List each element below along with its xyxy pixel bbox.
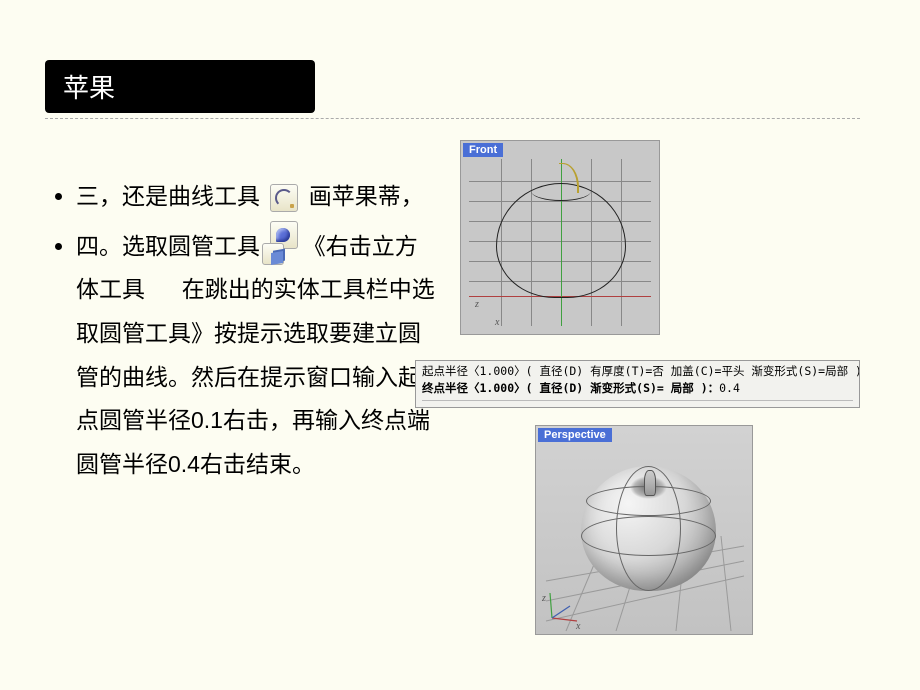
viewport-label-front: Front <box>463 143 503 157</box>
bullet-dot <box>55 193 62 200</box>
bullet-dot <box>55 243 62 250</box>
axis-label-x: x <box>495 317 499 328</box>
bullet-4: 四。选取圆管工具 《右击立方体工具 在跳出的实体工具栏中选取圆管工具》按提示选取… <box>55 225 440 487</box>
curve-tool-icon <box>270 184 298 212</box>
divider <box>45 118 860 119</box>
apple-stem-3d <box>644 470 656 496</box>
page-title: 苹果 <box>45 60 315 113</box>
cube-tool-icon <box>262 243 284 265</box>
instruction-text: 三，还是曲线工具 画苹果蒂， 四。选取圆管工具 《右击立方体工具 在跳出的实体工… <box>55 175 440 493</box>
text: 四。选取圆管工具 <box>76 233 266 259</box>
axis-label-x: x <box>576 621 580 632</box>
perspective-viewport: Perspective x z <box>535 425 753 635</box>
cmd-line-2-value: 0.4 <box>719 381 740 395</box>
front-viewport: Front z x <box>460 140 660 335</box>
bullet-3: 三，还是曲线工具 画苹果蒂， <box>55 175 440 219</box>
text: 在跳出的实体工具栏中选取圆管工具》按提示选取要建立圆管的曲线。然后在提示窗口输入… <box>76 276 435 477</box>
apple-stem <box>559 163 579 193</box>
cmd-line-1: 起点半径〈1.000〉( 直径(D) 有厚度(T)=否 加盖(C)=平头 渐变形… <box>422 363 853 380</box>
text: 画苹果蒂， <box>309 183 424 209</box>
command-prompt: 起点半径〈1.000〉( 直径(D) 有厚度(T)=否 加盖(C)=平头 渐变形… <box>415 360 860 408</box>
axis-label-z: z <box>542 593 546 604</box>
axis-label-z: z <box>475 299 479 310</box>
isoparm <box>581 516 716 556</box>
cmd-line-2-label: 终点半径〈1.000〉( 直径(D) 渐变形式(S)= 局部 )： <box>422 381 719 395</box>
text: 三，还是曲线工具 <box>76 183 266 209</box>
